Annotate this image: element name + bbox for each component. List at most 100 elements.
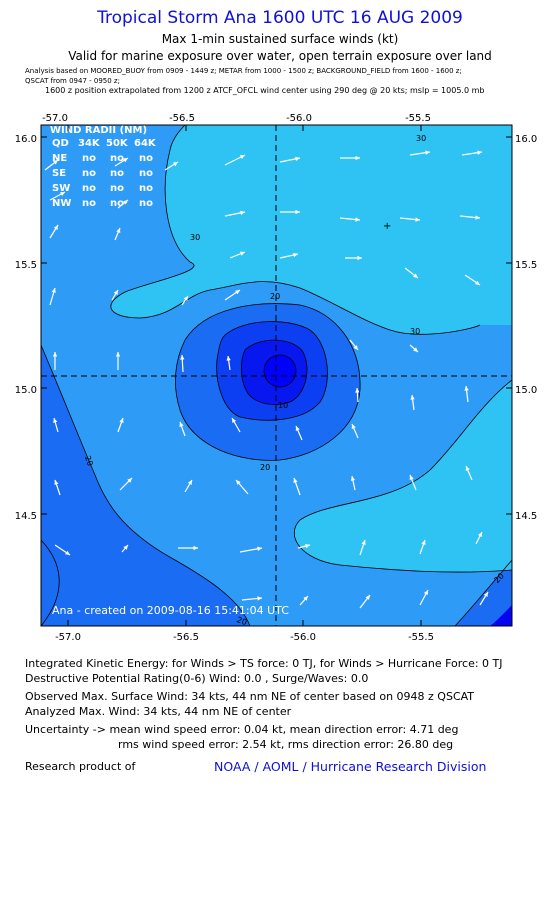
wind-vector-head — [257, 546, 262, 551]
x-tick-label-bottom: -57.0 — [55, 632, 81, 643]
wind-radii-value: no — [82, 183, 96, 194]
x-tick-label-top: -56.5 — [169, 113, 195, 124]
field-core — [263, 354, 297, 388]
wind-vector-head — [355, 217, 360, 222]
wind-vector-head — [477, 150, 482, 155]
wind-radii-value: no — [82, 168, 96, 179]
ike-line: Integrated Kinetic Energy: for Winds > T… — [25, 657, 503, 670]
dpr-line: Destructive Potential Rating(0-6) Wind: … — [25, 672, 369, 685]
wind-vector-head — [421, 540, 426, 545]
wind-vector-head — [305, 543, 310, 549]
contour-30-north — [110, 149, 481, 335]
y-tick-label-right: 16.0 — [515, 134, 537, 145]
y-tick-label-left: 14.5 — [15, 511, 37, 522]
creation-credit: Ana - created on 2009-08-16 15:41:04 UTC — [52, 604, 289, 617]
wind-vector-head — [415, 217, 420, 222]
field-30-plus-south — [294, 380, 512, 573]
contour-label: 20 — [270, 292, 280, 301]
chart-title: Tropical Storm Ana 1600 UTC 16 AUG 2009 — [97, 8, 463, 28]
observed-max-line: Observed Max. Surface Wind: 34 kts, 44 n… — [25, 690, 475, 703]
wind-vector-head — [180, 355, 185, 360]
x-tick-label-bottom: -55.5 — [408, 632, 434, 643]
wind-field-chart: + 30 30 30 20 20 20 20 20 10 WIND RADII … — [15, 113, 538, 643]
wind-radii-value: no — [110, 198, 124, 209]
wind-vector-head — [123, 545, 128, 550]
wind-vector-head — [123, 200, 128, 205]
wind-vector-head — [293, 252, 298, 258]
wind-vector-head — [413, 347, 418, 352]
wind-radii-value: no — [82, 198, 96, 209]
wind-vector-head — [295, 426, 300, 431]
contour-30-north-top — [169, 125, 186, 151]
wind-vector-head — [240, 251, 245, 256]
wind-vector-head — [303, 596, 308, 601]
wind-radii-qd: SE — [52, 168, 66, 179]
contour-20-se — [454, 559, 512, 626]
wind-radii-qd: SW — [52, 183, 70, 194]
wind-radii-value: no — [139, 198, 153, 209]
wind-vector-head — [193, 545, 198, 551]
y-tick-label-left: 15.5 — [15, 260, 37, 271]
wind-radii-value: no — [139, 153, 153, 164]
wind-vector-head — [235, 290, 240, 295]
wind-vector-head — [483, 592, 488, 597]
contour-label: 30 — [190, 233, 200, 242]
axis-ticks — [41, 125, 512, 626]
wind-radii-value: no — [110, 153, 124, 164]
wind-vector-head — [425, 150, 430, 155]
wind-vector-head — [465, 466, 470, 471]
field-se-low — [490, 605, 512, 626]
analysis-sources-line-2: QSCAT from 0947 - 0950 z; — [25, 77, 120, 85]
wind-vector-head — [183, 296, 188, 301]
wind-radii-qd: NW — [52, 198, 71, 209]
wind-vector-head — [409, 475, 414, 480]
contour-label: 20 — [83, 455, 95, 468]
wind-vector-head — [357, 255, 362, 261]
field-sw-10-20 — [41, 345, 250, 626]
wind-radii-table: WIND RADII (NM) QD 34K 50K 64K NE no no … — [50, 125, 157, 209]
wind-vector-head — [410, 395, 415, 400]
wind-vector-head — [60, 192, 65, 197]
wind-radii-value: no — [110, 183, 124, 194]
x-tick-label-top: -57.0 — [42, 113, 68, 124]
wind-vector-head — [350, 476, 356, 481]
wind-vector-head — [361, 540, 366, 545]
wind-vector-head — [116, 228, 121, 233]
contour-30-south — [294, 379, 512, 573]
wind-vector-head — [179, 422, 184, 427]
wind-radii-qd: NE — [52, 153, 67, 164]
noaa-aoml-link[interactable]: NOAA / AOML / Hurricane Research Divisio… — [214, 759, 487, 774]
wind-vector-head — [423, 590, 428, 595]
wind-vector-head — [54, 480, 59, 485]
wind-vector-head — [123, 158, 128, 163]
max-wind-marker: + — [383, 221, 391, 232]
wind-vector-head — [119, 418, 124, 423]
contour-label: 20 — [260, 463, 270, 472]
field-30-plus-north — [111, 125, 512, 335]
wind-radii-value: no — [139, 168, 153, 179]
y-tick-label-right: 15.5 — [515, 260, 537, 271]
wind-vector-head — [52, 352, 58, 357]
wind-vectors — [44, 150, 489, 609]
wind-radii-value: no — [82, 153, 96, 164]
wind-vector-head — [113, 290, 118, 295]
y-tick-label-left: 16.0 — [15, 134, 37, 145]
field-se-10-20 — [455, 560, 512, 626]
contour-label: 30 — [410, 327, 420, 336]
wind-vector-head — [293, 478, 298, 483]
wind-vector-head — [53, 418, 58, 423]
wind-radii-value: no — [110, 168, 124, 179]
plot-frame — [40, 124, 513, 627]
contour-label: 30 — [416, 134, 426, 143]
contour-10-sw — [41, 539, 60, 626]
wind-vector-head — [173, 162, 178, 167]
wind-vector-head — [65, 550, 70, 555]
wind-vector-head — [53, 160, 58, 165]
wind-vector-head — [365, 595, 370, 600]
wind-vector-head — [226, 356, 231, 361]
wind-vector-head — [115, 352, 121, 357]
wind-vector-head — [240, 210, 245, 216]
x-tick-label-top: -56.0 — [286, 113, 312, 124]
wind-vector-head — [355, 155, 360, 161]
wind-vector-head — [478, 532, 482, 537]
